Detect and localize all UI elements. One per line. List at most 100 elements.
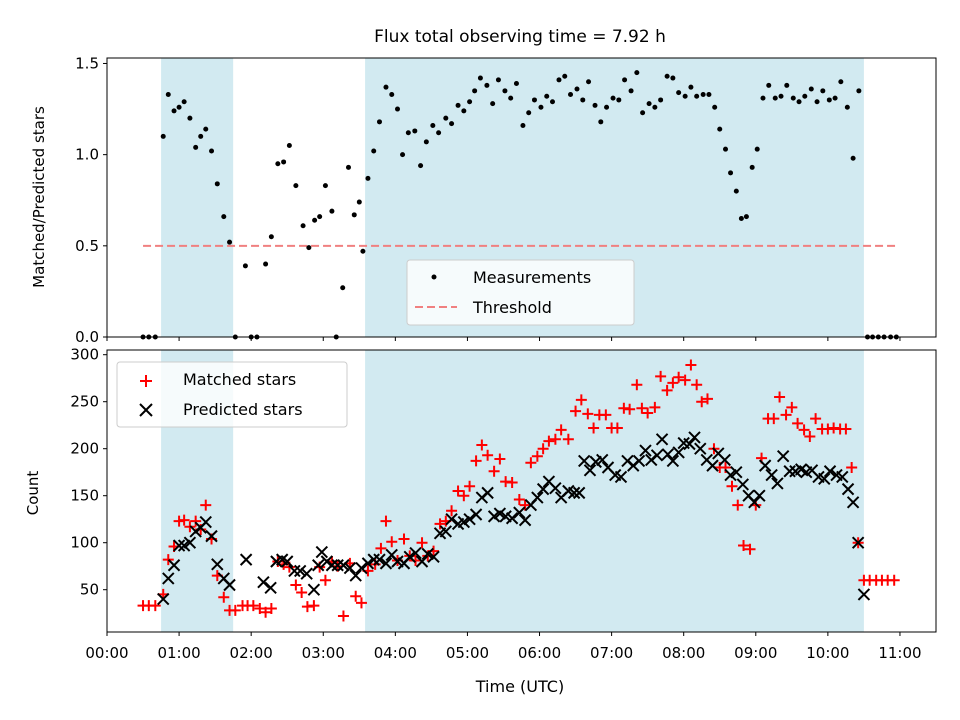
matched-point	[575, 394, 587, 406]
predicted-point	[445, 512, 458, 526]
measurement-point	[513, 81, 519, 87]
matched-points	[137, 359, 900, 622]
measurement-point	[790, 95, 796, 101]
x-tick-label: 03:00	[302, 644, 345, 662]
predicted-point	[655, 433, 669, 446]
matched-point	[380, 515, 392, 527]
measurements-legend-marker	[431, 274, 437, 280]
count-axes: 50 100 150 200 250 300 00:00 01:00 02:00 03:00 04:…	[70, 346, 937, 662]
measurement-point	[733, 188, 739, 194]
matched-point	[260, 606, 272, 618]
ratio-panel: 0.0 0.5 1.0 1.5 Matched/Predicted stars Mea…	[30, 54, 937, 346]
measurement-point	[293, 183, 299, 189]
x-tick-label: 06:00	[518, 644, 561, 662]
matched-point	[355, 597, 367, 609]
matched-point	[642, 407, 654, 419]
ratio-axes: 0.0 0.5 1.0 1.5	[75, 54, 937, 346]
measurement-point	[749, 164, 755, 170]
measurement-point	[176, 104, 182, 110]
matched-point	[476, 439, 488, 451]
measurement-point	[670, 75, 676, 81]
matched-point	[631, 379, 643, 391]
measurement-point	[329, 208, 335, 214]
predicted-point	[567, 486, 581, 500]
measurement-point	[423, 139, 429, 145]
y-tick-label: 1.0	[75, 146, 99, 164]
measurement-point	[676, 90, 682, 96]
matched-point	[386, 536, 398, 548]
matched-point	[519, 499, 531, 511]
measurement-point	[312, 217, 318, 223]
measurement-point	[371, 148, 377, 154]
predicted-point	[661, 448, 675, 461]
measurement-point	[495, 77, 501, 83]
measurement-point	[461, 108, 467, 114]
measurement-point	[268, 234, 274, 240]
matched-point	[786, 401, 798, 413]
measurement-point	[738, 215, 744, 221]
predicted-point	[531, 491, 544, 504]
predicted-legend-label: Predicted stars	[183, 400, 303, 419]
predicted-point	[650, 449, 664, 462]
matched-point	[611, 422, 623, 434]
axes-frame	[106, 57, 937, 338]
predicted-point	[343, 561, 357, 575]
matched-point	[506, 477, 518, 489]
predicted-point	[167, 559, 181, 572]
measurement-point	[300, 223, 306, 229]
matched-point	[696, 396, 708, 408]
matched-point	[679, 374, 691, 386]
ratio-y-axis-label: Matched/Predicted stars	[30, 106, 48, 288]
measurement-point	[814, 99, 820, 105]
x-tick-label: 08:00	[662, 644, 705, 662]
measurement-point	[598, 119, 604, 125]
measurement-point	[706, 91, 712, 97]
measurement-point	[838, 79, 844, 85]
matched-point	[337, 610, 349, 622]
predicted-point	[403, 550, 416, 564]
matched-point	[744, 543, 756, 555]
predicted-point	[730, 465, 743, 479]
predicted-point	[325, 559, 339, 572]
predicted-point	[463, 512, 476, 526]
y-tick-label: 50	[80, 581, 99, 599]
predicted-point	[518, 513, 532, 527]
measurement-point	[808, 86, 814, 92]
matched-point	[482, 449, 494, 461]
figure-title: Flux total observing time = 7.92 h	[374, 27, 666, 47]
x-axis-label: Time (UTC)	[475, 677, 564, 696]
measurement-point	[365, 175, 371, 181]
predicted-point	[783, 465, 796, 478]
predicted-point	[614, 470, 628, 484]
measurement-point	[405, 130, 411, 136]
matched-point	[149, 600, 161, 612]
measurement-point	[700, 91, 706, 97]
x-tick-label: 09:00	[734, 644, 777, 662]
measurement-point	[610, 95, 616, 101]
count-panel: 50 100 150 200 250 300 00:00 01:00 02:00 03:00 04:…	[24, 346, 937, 696]
measurement-point	[526, 110, 532, 116]
measurement-point	[784, 82, 790, 88]
observing-band	[161, 58, 234, 337]
measurement-point	[712, 104, 718, 110]
measurement-point	[723, 146, 729, 152]
measurement-point	[203, 126, 209, 132]
matched-point	[296, 587, 308, 599]
predicted-point	[639, 444, 652, 457]
x-tick-label: 11:00	[878, 644, 921, 662]
measurement-point	[187, 115, 193, 121]
x-tick-label: 07:00	[590, 644, 633, 662]
matched-point	[531, 450, 543, 462]
matched-point	[691, 379, 703, 391]
measurement-point	[652, 104, 658, 110]
matched-point	[416, 537, 428, 549]
measurement-point	[412, 128, 418, 134]
matched-point	[624, 403, 636, 415]
predicted-point	[257, 575, 270, 589]
predicted-point	[172, 539, 186, 552]
predicted-point	[823, 465, 837, 478]
predicted-point	[536, 482, 550, 496]
measurement-point	[389, 91, 395, 97]
axes-frame	[106, 349, 937, 633]
measurement-point	[221, 214, 227, 220]
